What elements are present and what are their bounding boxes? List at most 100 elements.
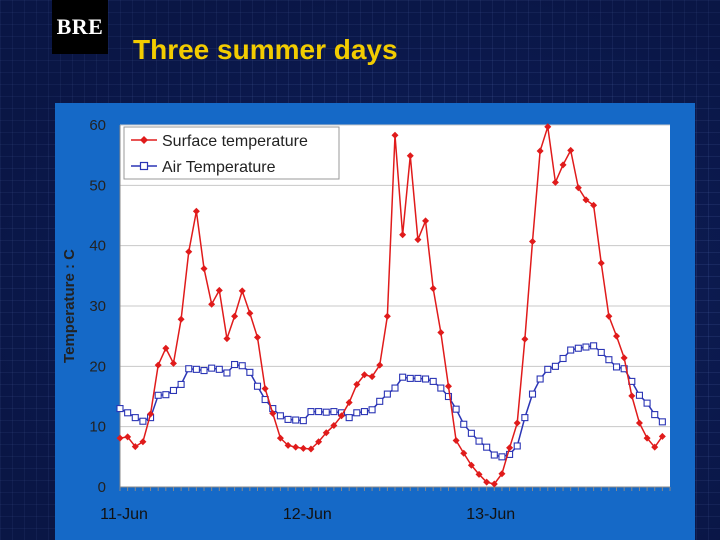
data-point xyxy=(391,131,399,139)
data-point xyxy=(529,237,536,245)
slide-title: Three summer days xyxy=(133,34,398,65)
data-point xyxy=(376,397,384,405)
data-point xyxy=(559,161,567,169)
y-tick-label: 60 xyxy=(89,117,106,134)
data-point xyxy=(131,443,139,451)
data-point xyxy=(208,364,216,372)
data-point xyxy=(635,419,643,427)
data-point xyxy=(353,409,361,417)
data-point xyxy=(231,360,239,369)
data-point xyxy=(154,391,162,399)
legend-air-marker xyxy=(139,161,149,171)
data-point xyxy=(360,371,368,379)
data-point xyxy=(124,433,132,441)
y-axis-label: Temperature : C xyxy=(61,249,78,363)
data-point xyxy=(406,374,414,382)
data-point xyxy=(185,248,193,256)
data-point xyxy=(154,361,162,369)
data-point xyxy=(223,335,231,343)
data-point xyxy=(215,365,223,373)
data-point xyxy=(437,384,445,392)
data-point xyxy=(605,356,613,364)
data-point xyxy=(551,178,559,186)
data-point xyxy=(620,354,628,362)
data-point xyxy=(551,362,559,370)
data-point xyxy=(322,408,330,416)
data-point xyxy=(131,414,139,422)
data-point xyxy=(437,329,445,337)
data-point xyxy=(467,461,475,469)
data-point xyxy=(422,375,430,383)
data-point xyxy=(116,405,124,413)
data-point xyxy=(582,196,590,204)
data-point xyxy=(498,453,506,461)
data-point xyxy=(338,412,346,420)
data-point xyxy=(192,207,200,215)
legend-surface-label: Surface temperature xyxy=(162,133,308,150)
data-point xyxy=(253,382,262,390)
chart-frame: 0 10 20 30 40 50 60 11-Jun 12-Jun 13-Jun Tempera… xyxy=(55,103,695,540)
data-point xyxy=(292,416,300,424)
legend-box xyxy=(123,126,340,180)
data-point xyxy=(185,365,193,373)
data-point xyxy=(429,377,437,385)
temperature-chart: 0 10 20 30 40 50 60 11-Jun 12-Jun 13-Jun Tempera… xyxy=(61,117,671,523)
data-point xyxy=(582,343,590,351)
data-point xyxy=(345,399,353,407)
data-point xyxy=(567,346,575,354)
series-air-temperature xyxy=(116,342,666,461)
data-point xyxy=(254,333,261,341)
data-point xyxy=(177,315,185,323)
data-point xyxy=(307,445,315,453)
y-tick-label: 20 xyxy=(89,358,106,375)
data-point xyxy=(276,434,284,442)
y-tick-label: 30 xyxy=(89,298,106,315)
data-point xyxy=(498,470,506,478)
data-point xyxy=(284,441,292,449)
data-point xyxy=(147,410,155,418)
data-point xyxy=(322,429,330,437)
data-point xyxy=(521,335,529,343)
data-point xyxy=(444,392,453,401)
data-point xyxy=(605,312,613,320)
data-point xyxy=(528,390,537,398)
y-tick-label: 0 xyxy=(98,479,106,496)
data-point xyxy=(658,418,666,426)
data-point xyxy=(276,412,284,420)
data-point xyxy=(169,386,178,395)
y-tick-label: 10 xyxy=(89,419,106,436)
data-point xyxy=(162,344,170,352)
data-point xyxy=(612,363,621,371)
data-point xyxy=(460,420,468,428)
data-point xyxy=(315,408,323,416)
legend: Surface temperature Air Temperature xyxy=(123,126,340,180)
data-point xyxy=(299,444,307,452)
data-point xyxy=(597,259,605,267)
data-point xyxy=(452,405,460,413)
x-tick-label: 12-Jun xyxy=(283,506,332,523)
data-point xyxy=(116,434,124,442)
data-point xyxy=(559,354,567,363)
data-point xyxy=(567,146,575,154)
data-point xyxy=(284,415,292,423)
data-point xyxy=(200,367,208,375)
data-point xyxy=(406,152,414,160)
data-point xyxy=(506,450,514,458)
data-point xyxy=(124,409,132,417)
data-point xyxy=(643,399,651,407)
data-point xyxy=(628,392,636,400)
data-point xyxy=(169,359,177,367)
data-point xyxy=(177,380,185,388)
x-tick-label: 13-Jun xyxy=(466,506,515,523)
series-surface-temperature xyxy=(116,123,666,488)
data-point xyxy=(536,147,544,155)
data-point xyxy=(360,408,368,416)
data-point xyxy=(383,390,391,398)
data-point xyxy=(460,449,468,457)
data-point xyxy=(208,300,216,308)
legend-air-label: Air Temperature xyxy=(162,159,276,176)
data-point xyxy=(544,365,552,373)
data-point xyxy=(483,478,491,486)
data-point xyxy=(467,429,475,437)
data-point xyxy=(246,368,254,376)
